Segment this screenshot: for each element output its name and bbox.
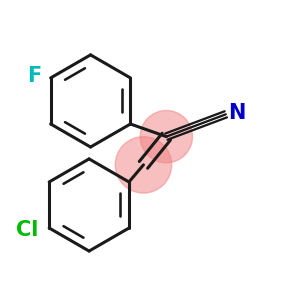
Text: N: N [228,103,246,123]
Circle shape [115,136,172,193]
Text: F: F [27,66,41,86]
Circle shape [140,110,193,163]
Text: Cl: Cl [16,220,38,239]
